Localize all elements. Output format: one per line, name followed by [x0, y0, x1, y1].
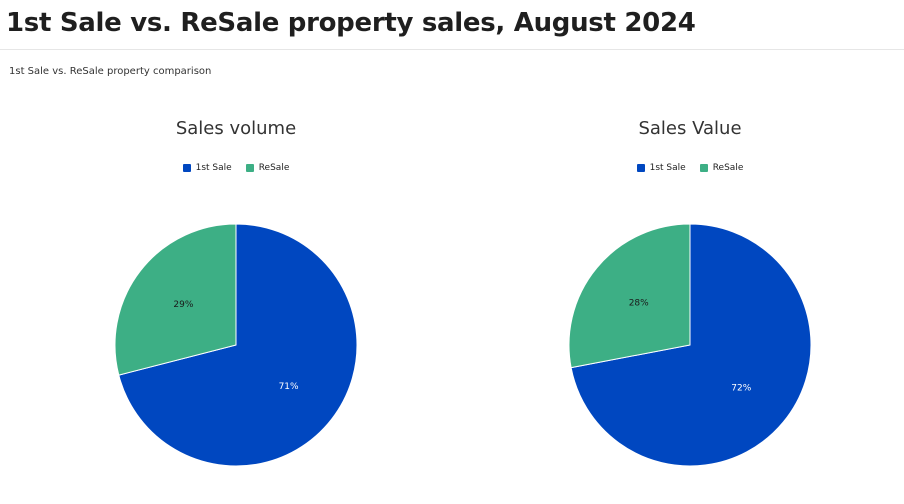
chart-legend: 1st Sale ReSale [16, 163, 456, 173]
legend-item-1st-sale[interactable]: 1st Sale [636, 163, 686, 173]
chart-title: Sales volume [175, 118, 297, 139]
pie-slice-resale[interactable] [114, 223, 237, 376]
legend-swatch [245, 164, 254, 172]
legend-swatch [699, 164, 708, 172]
legend-swatch [182, 164, 191, 172]
chart-legend: 1st Sale ReSale [470, 163, 904, 173]
legend-label: 1st Sale [649, 163, 686, 173]
sales-value-chart: Sales Value 1st Sale ReSale 72% 28% [470, 110, 904, 500]
pie-slice-1st-sale[interactable] [118, 223, 358, 467]
legend-swatch [636, 164, 645, 172]
legend-item-resale[interactable]: ReSale [699, 163, 744, 173]
title-divider [0, 49, 904, 50]
slice-value-label: 29% [173, 300, 193, 310]
legend-label: ReSale [712, 163, 744, 173]
legend-label: ReSale [258, 163, 290, 173]
pie-slice-1st-sale[interactable] [570, 223, 812, 467]
slice-value-label: 71% [279, 382, 299, 392]
legend-item-resale[interactable]: ReSale [245, 163, 290, 173]
legend-label: 1st Sale [195, 163, 232, 173]
chart-title: Sales Value [638, 118, 742, 139]
pie-chart: 71% 29% [114, 223, 358, 467]
legend-item-1st-sale[interactable]: 1st Sale [182, 163, 232, 173]
pie-chart: 72% 28% [568, 223, 812, 467]
slice-value-label: 28% [629, 299, 649, 309]
chart-subtitle: 1st Sale vs. ReSale property comparison [9, 66, 212, 77]
sales-volume-chart: Sales volume 1st Sale ReSale 71% 29% [16, 110, 456, 500]
slice-value-label: 72% [731, 383, 751, 393]
page-title: 1st Sale vs. ReSale property sales, Augu… [6, 8, 696, 38]
pie-slice-resale[interactable] [568, 223, 691, 369]
